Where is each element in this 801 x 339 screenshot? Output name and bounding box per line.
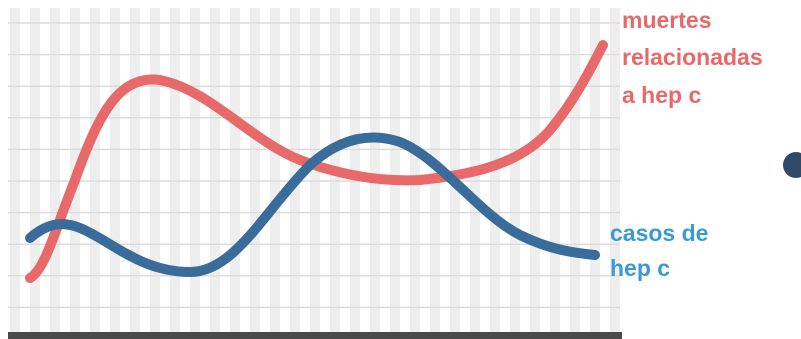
label-line: relacionadas xyxy=(622,44,763,70)
stripe xyxy=(30,8,40,332)
cases-curve xyxy=(25,132,600,278)
stripe xyxy=(170,8,180,332)
deaths-curve xyxy=(25,40,608,283)
label-line: hep c xyxy=(610,255,670,281)
stripe xyxy=(230,8,240,332)
stripe xyxy=(290,8,300,332)
stripe xyxy=(350,8,360,332)
stripe xyxy=(370,8,380,332)
baseline xyxy=(8,332,622,339)
stripe xyxy=(270,8,280,332)
stripe xyxy=(90,8,100,332)
stripe xyxy=(450,8,460,332)
stripe xyxy=(130,8,140,332)
stripe xyxy=(510,8,520,332)
label-line: casos de xyxy=(610,220,708,246)
stripe xyxy=(50,8,60,332)
stripe xyxy=(190,8,200,332)
deaths-label: muertes relacionadas a hep c xyxy=(622,7,763,108)
stripe xyxy=(150,8,160,332)
label-line: a hep c xyxy=(622,82,701,108)
dot xyxy=(783,152,801,178)
stripe xyxy=(390,8,400,332)
stripe xyxy=(550,8,560,332)
stripe xyxy=(590,8,600,332)
label-line: muertes xyxy=(622,7,711,33)
cases-label: casos de hep c xyxy=(610,220,708,281)
stripe xyxy=(250,8,260,332)
stripe xyxy=(410,8,420,332)
stripe xyxy=(570,8,580,332)
stripe xyxy=(530,8,540,332)
stripe xyxy=(110,8,120,332)
stripe xyxy=(210,8,220,332)
stripe xyxy=(10,8,20,332)
stripe xyxy=(610,8,620,332)
